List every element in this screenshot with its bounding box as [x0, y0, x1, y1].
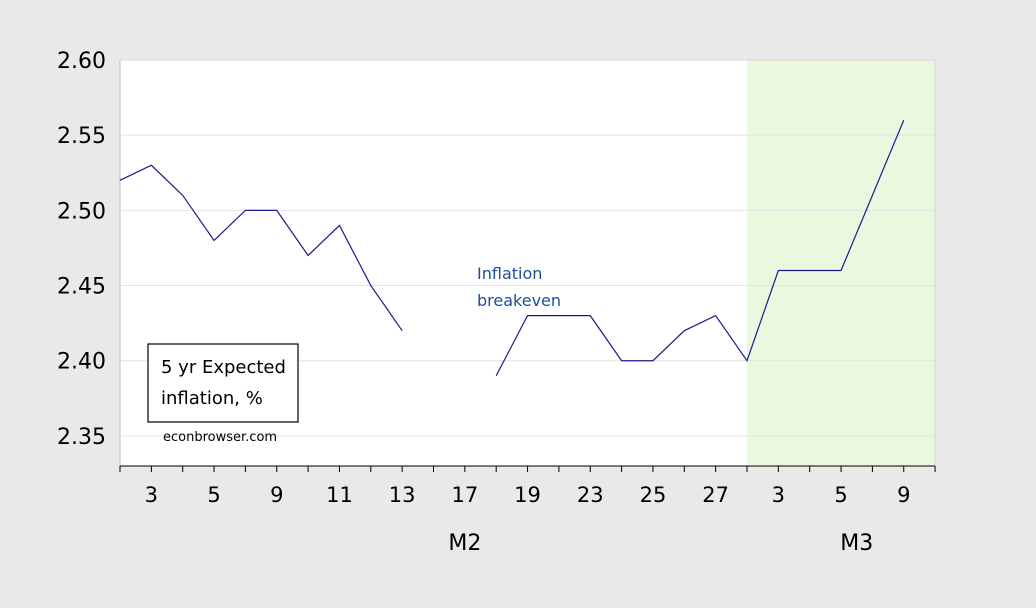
x-tick-label-11: 5 — [834, 483, 847, 507]
x-tick-label-8: 25 — [640, 483, 667, 507]
y-axis-ticks: 2.35 2.40 2.45 2.50 2.55 2.60 — [57, 49, 106, 450]
x-tick-label-3: 11 — [326, 483, 353, 507]
y-tick-label-5: 2.60 — [57, 49, 106, 74]
series-annotation-line1: Inflation — [477, 264, 542, 283]
legend-box — [147, 343, 299, 423]
series-0-segment-0 — [119, 164, 403, 332]
month-label-m3: M3 — [840, 531, 873, 556]
x-tick-label-5: 17 — [451, 483, 478, 507]
x-tick-label-6: 19 — [514, 483, 541, 507]
x-tick-label-1: 5 — [207, 483, 220, 507]
x-tick-label-9: 27 — [702, 483, 729, 507]
y-tick-label-3: 2.50 — [57, 199, 106, 224]
x-tick-label-2: 9 — [270, 483, 283, 507]
legend-box-line1: 5 yr Expected — [161, 357, 286, 378]
x-axis-ticks: 3 5 9 11 13 17 19 23 25 27 3 5 9 — [119, 466, 936, 507]
month-label-m2: M2 — [448, 531, 481, 556]
source-credit: econbrowser.com — [163, 430, 277, 445]
series-annotation-line2: breakeven — [477, 291, 561, 310]
x-tick-label-4: 13 — [389, 483, 416, 507]
x-tick-label-10: 3 — [772, 483, 785, 507]
shaded-region — [747, 60, 935, 466]
y-tick-label-1: 2.40 — [57, 350, 106, 375]
y-tick-label-4: 2.55 — [57, 124, 106, 149]
x-tick-label-12: 9 — [897, 483, 910, 507]
y-tick-label-0: 2.35 — [57, 425, 106, 450]
x-tick-label-0: 3 — [145, 483, 158, 507]
series-0-segment-1 — [495, 119, 905, 377]
legend-box-line2: inflation, % — [161, 388, 263, 409]
x-tick-label-7: 23 — [577, 483, 604, 507]
series-lines — [119, 119, 905, 377]
y-tick-label-2: 2.45 — [57, 275, 106, 300]
